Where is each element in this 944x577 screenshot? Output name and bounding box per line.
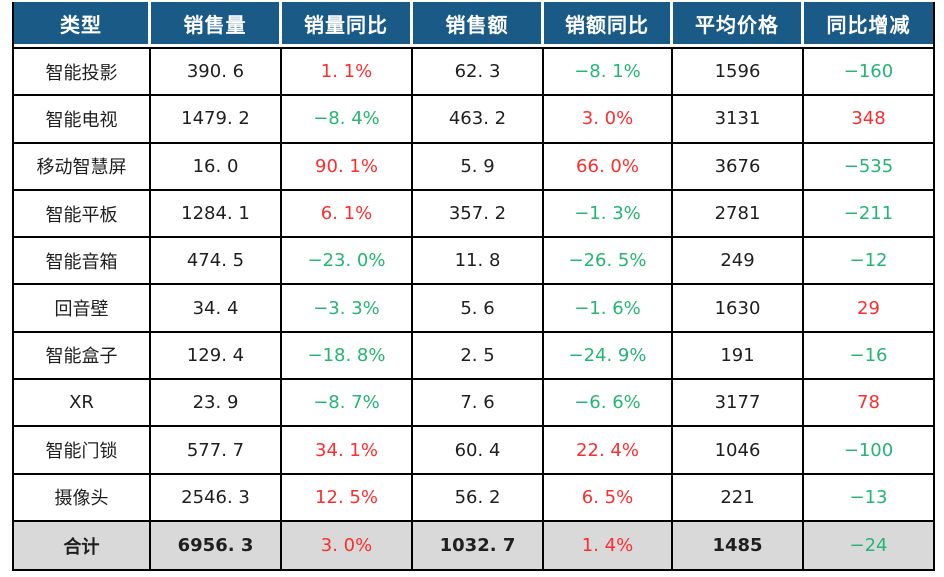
table-cell-r3-c3: 90. 1% xyxy=(282,143,413,191)
total-row-cell-r11-c2: 6956. 3 xyxy=(151,521,282,570)
column-header-7: 同比增减 xyxy=(804,2,933,44)
table-cell-r4-c4: 357. 2 xyxy=(413,190,544,239)
table-cell-r1-c1: 智能投影 xyxy=(14,49,151,97)
table-cell-r8-c2: 23. 9 xyxy=(151,380,282,428)
table-cell-r2-c5: 3. 0% xyxy=(544,96,673,144)
column-header-5: 销额同比 xyxy=(544,2,673,44)
table-cell-r3-c5: 66. 0% xyxy=(544,143,673,191)
table-cell-r9-c5: 22. 4% xyxy=(544,427,673,475)
total-row-cell-r11-c7: −24 xyxy=(804,521,933,570)
table-cell-r8-c1: XR xyxy=(14,380,151,428)
table-cell-r4-c1: 智能平板 xyxy=(14,190,151,239)
table-cell-r7-c5: −24. 9% xyxy=(544,332,673,381)
column-header-4: 销售额 xyxy=(413,2,544,44)
table-cell-r2-c4: 463. 2 xyxy=(413,96,544,144)
column-header-2: 销售量 xyxy=(151,2,282,44)
table-cell-r6-c5: −1. 6% xyxy=(544,285,673,333)
table-cell-r1-c7: −160 xyxy=(804,49,933,97)
table-cell-r3-c1: 移动智慧屏 xyxy=(14,143,151,191)
table-cell-r4-c2: 1284. 1 xyxy=(151,190,282,239)
table-cell-r4-c6: 2781 xyxy=(673,190,804,239)
table-cell-r7-c7: −16 xyxy=(804,333,933,381)
table-body: 智能投影 390. 6 1. 1% 62. 3 −8. 1% 1596 −160 智能电视 14… xyxy=(14,47,933,570)
table-cell-r7-c6: 191 xyxy=(673,332,804,381)
total-row-cell-r11-c3: 3. 0% xyxy=(282,521,413,570)
table-cell-r7-c2: 129. 4 xyxy=(151,332,282,381)
table-cell-r8-c7: 78 xyxy=(804,380,933,428)
table-cell-r10-c4: 56. 2 xyxy=(413,474,544,522)
table-cell-r10-c1: 摄像头 xyxy=(14,474,151,522)
table-cell-r6-c3: −3. 3% xyxy=(282,285,413,333)
sales-summary-table: 类型 销售量 销量同比 销售额 销额同比 平均价格 同比增减 智能投影 390. 6 1. 1%… xyxy=(12,2,935,572)
table-cell-r3-c6: 3676 xyxy=(673,143,804,191)
table-cell-r10-c2: 2546. 3 xyxy=(151,474,282,522)
table-cell-r1-c3: 1. 1% xyxy=(282,49,413,97)
table-cell-r2-c7: 348 xyxy=(804,96,933,144)
table-cell-r8-c5: −6. 6% xyxy=(544,380,673,428)
table-cell-r3-c4: 5. 9 xyxy=(413,143,544,191)
table-header-row: 类型 销售量 销量同比 销售额 销额同比 平均价格 同比增减 xyxy=(14,2,933,47)
table-cell-r5-c5: −26. 5% xyxy=(544,238,673,286)
table-cell-r1-c4: 62. 3 xyxy=(413,49,544,97)
table-cell-r10-c5: 6. 5% xyxy=(544,474,673,522)
total-row-cell-r11-c6: 1485 xyxy=(673,521,804,570)
table-cell-r2-c1: 智能电视 xyxy=(14,96,151,144)
table-cell-r10-c6: 221 xyxy=(673,474,804,522)
total-row-cell-r11-c1: 合计 xyxy=(14,521,151,570)
table-cell-r4-c3: 6. 1% xyxy=(282,190,413,239)
table-cell-r2-c3: −8. 4% xyxy=(282,96,413,144)
table-cell-r5-c1: 智能音箱 xyxy=(14,238,151,286)
table-cell-r6-c4: 5. 6 xyxy=(413,285,544,333)
table-cell-r4-c5: −1. 3% xyxy=(544,190,673,239)
table-cell-r3-c7: −535 xyxy=(804,144,933,191)
table-cell-r9-c2: 577. 7 xyxy=(151,427,282,475)
table-cell-r7-c4: 2. 5 xyxy=(413,332,544,381)
table-cell-r7-c1: 智能盒子 xyxy=(14,332,151,381)
table-cell-r6-c6: 1630 xyxy=(673,285,804,333)
table-cell-r9-c6: 1046 xyxy=(673,427,804,475)
total-row-cell-r11-c5: 1. 4% xyxy=(544,521,673,570)
table-cell-r2-c6: 3131 xyxy=(673,96,804,144)
table-cell-r9-c7: −100 xyxy=(804,427,933,475)
table-cell-r9-c4: 60. 4 xyxy=(413,427,544,475)
column-header-3: 销量同比 xyxy=(282,2,413,44)
table-cell-r8-c4: 7. 6 xyxy=(413,380,544,428)
table-cell-r5-c3: −23. 0% xyxy=(282,238,413,286)
table-cell-r5-c2: 474. 5 xyxy=(151,238,282,286)
table-cell-r5-c7: −12 xyxy=(804,238,933,286)
table-cell-r1-c5: −8. 1% xyxy=(544,49,673,97)
table-cell-r5-c4: 11. 8 xyxy=(413,238,544,286)
table-cell-r6-c2: 34. 4 xyxy=(151,285,282,333)
total-row-cell-r11-c4: 1032. 7 xyxy=(413,521,544,570)
table-cell-r9-c1: 智能门锁 xyxy=(14,427,151,475)
table-cell-r10-c3: 12. 5% xyxy=(282,474,413,522)
column-header-6: 平均价格 xyxy=(673,2,804,44)
table-cell-r4-c7: −211 xyxy=(804,191,933,239)
table-cell-r1-c6: 1596 xyxy=(673,49,804,97)
table-cell-r6-c7: 29 xyxy=(804,285,933,333)
column-header-1: 类型 xyxy=(14,2,151,44)
table-cell-r2-c2: 1479. 2 xyxy=(151,96,282,144)
table-cell-r9-c3: 34. 1% xyxy=(282,427,413,475)
table-cell-r6-c1: 回音壁 xyxy=(14,285,151,333)
table-cell-r1-c2: 390. 6 xyxy=(151,49,282,97)
table-cell-r8-c6: 3177 xyxy=(673,380,804,428)
table-cell-r7-c3: −18. 8% xyxy=(282,332,413,381)
table-cell-r8-c3: −8. 7% xyxy=(282,380,413,428)
table-cell-r5-c6: 249 xyxy=(673,238,804,286)
table-cell-r3-c2: 16. 0 xyxy=(151,143,282,191)
table-cell-r10-c7: −13 xyxy=(804,475,933,522)
